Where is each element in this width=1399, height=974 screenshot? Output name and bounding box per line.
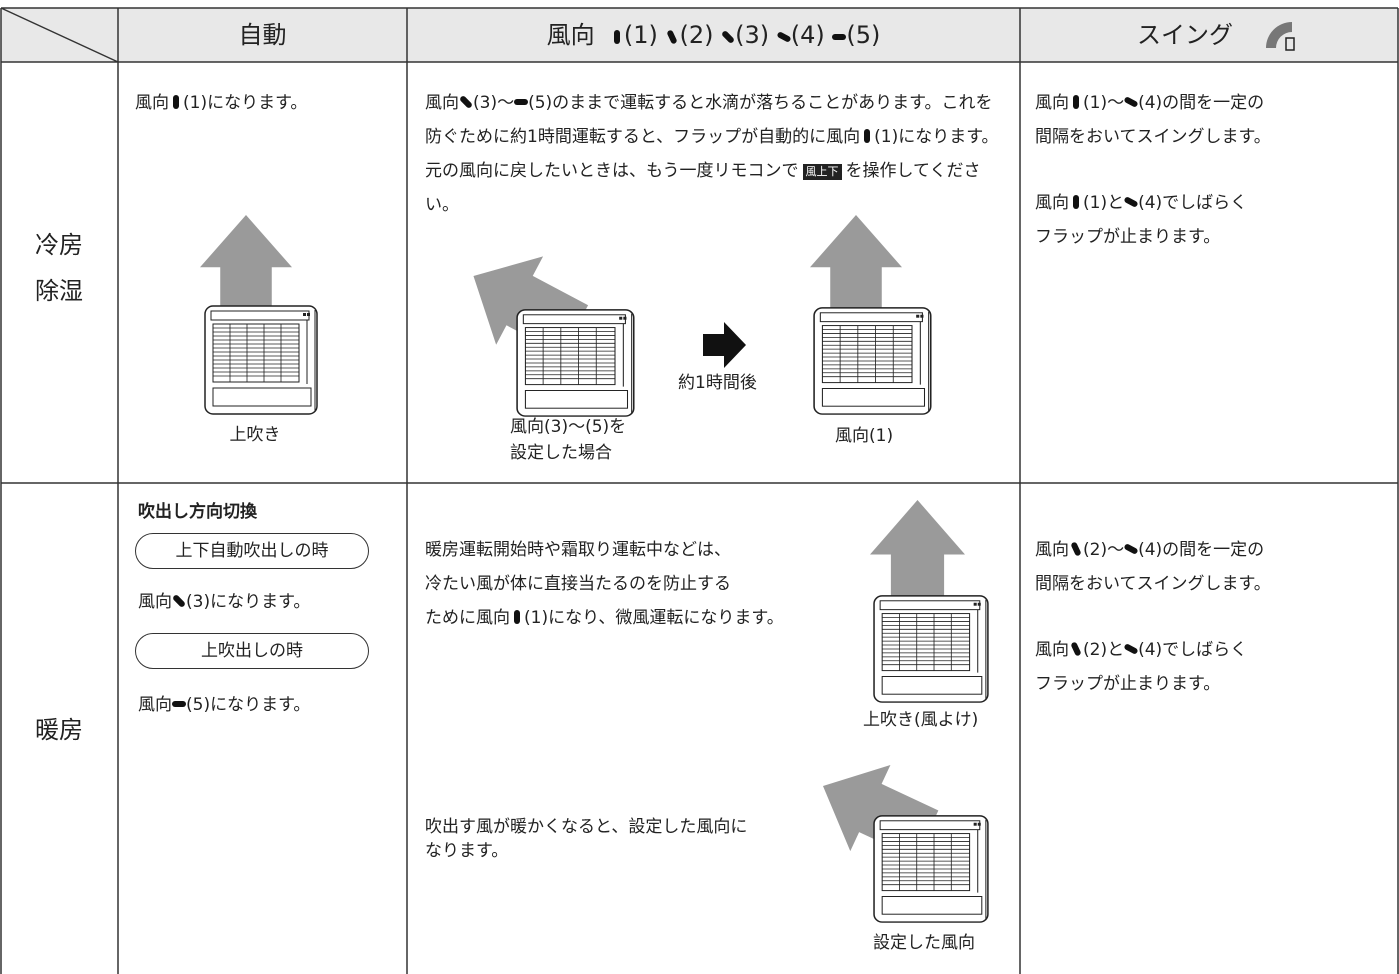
text: 風向	[135, 93, 169, 113]
flap-icon	[169, 94, 183, 110]
text: (1)	[623, 21, 658, 49]
text: 風向	[138, 592, 172, 612]
heading: 吹出し方向切換	[138, 502, 257, 522]
text: (1)と	[1083, 193, 1125, 213]
text: 暖房運転開始時や霜取り運転中などは、	[425, 540, 731, 560]
text: 風向	[1035, 640, 1069, 660]
text: (4)でしばらく	[1138, 640, 1248, 660]
text: 吹出す風が暖かくなると、設定した風向に	[425, 817, 748, 837]
text: フラップが止まります。	[1035, 674, 1221, 694]
paragraph: 暖房運転開始時や霜取り運転中などは、 冷たい風が体に直接当たるのを防止する ために風…	[425, 533, 784, 635]
text: 風向(3)～(5)を	[510, 417, 627, 437]
text: (3)	[735, 21, 770, 49]
flap-icon	[1069, 94, 1083, 110]
caption: 風向(1)	[835, 426, 894, 446]
text: 間隔をおいてスイングします。	[1035, 574, 1271, 594]
text: 風向	[138, 695, 172, 715]
flap-icon	[1124, 94, 1138, 110]
row-label: 冷房	[35, 231, 83, 259]
text: なります。	[425, 841, 509, 861]
caption: 上吹き	[229, 425, 281, 445]
text: ために風向	[425, 608, 510, 628]
flap-icon	[721, 29, 735, 45]
text: フラップが止まります。	[1035, 227, 1221, 247]
text: (4)の間を一定の	[1138, 540, 1265, 560]
text: 冷たい風が体に直接当たるのを防止する	[425, 574, 731, 594]
paragraph: 風向 (2)と (4)でしばらくフラップが止まります。	[1035, 633, 1247, 701]
flap-icon	[610, 29, 624, 45]
text: (1)～	[1083, 93, 1125, 113]
text: (3)になります。	[186, 592, 311, 612]
text: 風向 (1)になります。	[135, 86, 307, 120]
text: (5)	[846, 21, 881, 49]
caption: 設定した風向	[873, 933, 975, 953]
swing-icon	[1266, 22, 1295, 51]
text: 風向	[546, 21, 595, 49]
flap-icon	[1124, 541, 1138, 557]
caption: 上吹き(風よけ)	[863, 710, 979, 730]
row-label: 除湿	[35, 277, 83, 305]
mode-pill: 上吹出しの時	[135, 633, 369, 669]
flap-icon	[1124, 641, 1138, 657]
mode-pill: 上下自動吹出しの時	[135, 533, 369, 569]
flap-icon	[777, 29, 791, 45]
text: (2)	[679, 21, 714, 49]
remote-button: 風上下	[802, 164, 842, 180]
text: (2)と	[1083, 640, 1125, 660]
text: (4)	[790, 21, 825, 49]
flap-icon	[172, 696, 186, 712]
text: (1)になります。元の風向に戻したいときは、もう一度リモコンで	[425, 127, 999, 181]
text: (1)になり、微風運転になります。	[524, 608, 784, 628]
text: 設定した場合	[510, 443, 612, 463]
flap-icon	[1069, 194, 1083, 210]
text: 風向 (3)になります。	[138, 585, 310, 619]
text: 風向	[1035, 93, 1069, 113]
text: 風向	[425, 93, 459, 113]
text: (4)の間を一定の	[1138, 93, 1265, 113]
text: (2)～	[1083, 540, 1125, 560]
flap-icon	[510, 609, 524, 625]
text: を操作してください。	[425, 161, 981, 215]
text: 間隔をおいてスイングします。	[1035, 127, 1271, 147]
header-direction: 風向 (1) (2) (3) (4) (5)	[407, 8, 1020, 62]
flap-icon	[514, 94, 528, 110]
text: (1)になります。	[183, 93, 308, 113]
paragraph: 風向 (1)～ (4)の間を一定の間隔をおいてスイングします。	[1035, 86, 1271, 154]
flap-icon	[860, 128, 874, 144]
caption: 約1時間後	[678, 373, 757, 393]
text: 風向	[1035, 193, 1069, 213]
flap-icon	[832, 29, 846, 45]
paragraph: 風向 (2)～ (4)の間を一定の間隔をおいてスイングします。	[1035, 533, 1271, 601]
paragraph: 風向 (1)と (4)でしばらくフラップが止まります。	[1035, 186, 1247, 254]
text: 風向 (5)になります。	[138, 688, 310, 722]
text: (5)のままで運転すると水滴が落ちることがあります。これを防ぐために約1時間運転…	[425, 93, 993, 147]
header-auto: 自動	[238, 21, 287, 49]
flap-icon	[1124, 194, 1138, 210]
header-swing: スイング	[1137, 21, 1233, 49]
flap-icon	[665, 29, 679, 45]
paragraph: 吹出す風が暖かくなると、設定した風向に なります。	[425, 815, 747, 863]
flap-icon	[1069, 641, 1083, 657]
text: (4)でしばらく	[1138, 193, 1248, 213]
flap-icon	[1069, 541, 1083, 557]
row-label: 暖房	[35, 716, 83, 744]
flap-icon	[172, 593, 186, 609]
paragraph: 風向 (3)～ (5)のままで運転すると水滴が落ちることがあります。これを防ぐために…	[425, 86, 1000, 222]
text: 風向	[1035, 540, 1069, 560]
caption: 風向(3)～(5)を 設定した場合	[510, 414, 626, 466]
text: (5)になります。	[186, 695, 311, 715]
flap-icon	[459, 94, 473, 110]
text: (3)～	[473, 93, 515, 113]
